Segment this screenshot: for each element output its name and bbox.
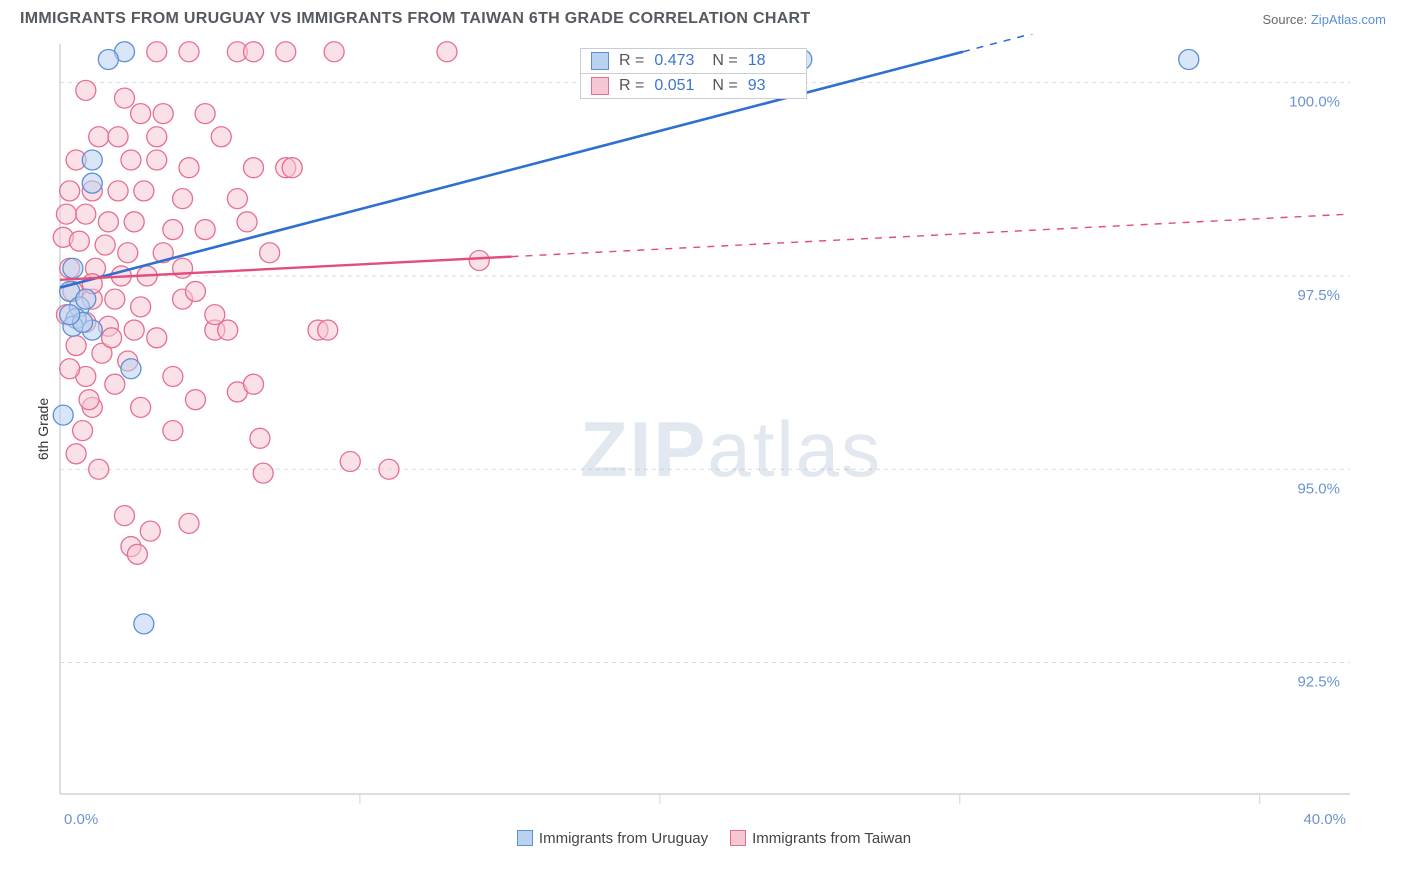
svg-text:40.0%: 40.0% xyxy=(1303,811,1346,824)
stat-R-label: R = xyxy=(619,77,644,95)
source-link[interactable]: ZipAtlas.com xyxy=(1311,12,1386,27)
legend-swatch xyxy=(591,77,609,95)
stat-N-label: N = xyxy=(712,77,737,95)
stat-R-value: 0.473 xyxy=(654,52,702,70)
legend-swatch xyxy=(591,52,609,70)
stat-N-value: 93 xyxy=(748,77,796,95)
stat-N-value: 18 xyxy=(748,52,796,70)
legend-label: Immigrants from Taiwan xyxy=(752,830,911,847)
svg-text:92.5%: 92.5% xyxy=(1297,674,1340,691)
source-label: Source: ZipAtlas.com xyxy=(1262,12,1386,27)
svg-text:0.0%: 0.0% xyxy=(64,811,98,824)
bottom-legend: Immigrants from Uruguay Immigrants from T… xyxy=(0,824,1406,847)
legend-swatch xyxy=(517,830,533,846)
stat-R-value: 0.051 xyxy=(654,77,702,95)
legend-swatch xyxy=(730,830,746,846)
stat-legend-row: R = 0.051 N = 93 xyxy=(581,74,806,98)
stat-N-label: N = xyxy=(712,52,737,70)
scatter-chart: 92.5% 95.0% 97.5% 100.0% 0.0% 40.0% xyxy=(20,34,1360,824)
svg-text:97.5%: 97.5% xyxy=(1297,287,1340,304)
stat-legend: R = 0.473 N = 18 R = 0.051 N = 93 xyxy=(580,48,807,99)
legend-label: Immigrants from Uruguay xyxy=(539,830,708,847)
stat-legend-row: R = 0.473 N = 18 xyxy=(581,49,806,74)
chart-container: 6th Grade 92.5% 95.0% 97.5% 100.0% 0.0% 40.0%… xyxy=(20,34,1386,824)
chart-title: IMMIGRANTS FROM URUGUAY VS IMMIGRANTS FR… xyxy=(20,10,811,28)
y-axis-label: 6th Grade xyxy=(35,398,51,460)
stat-R-label: R = xyxy=(619,52,644,70)
svg-text:95.0%: 95.0% xyxy=(1297,480,1340,497)
source-prefix: Source: xyxy=(1262,12,1310,27)
svg-text:100.0%: 100.0% xyxy=(1289,94,1340,111)
